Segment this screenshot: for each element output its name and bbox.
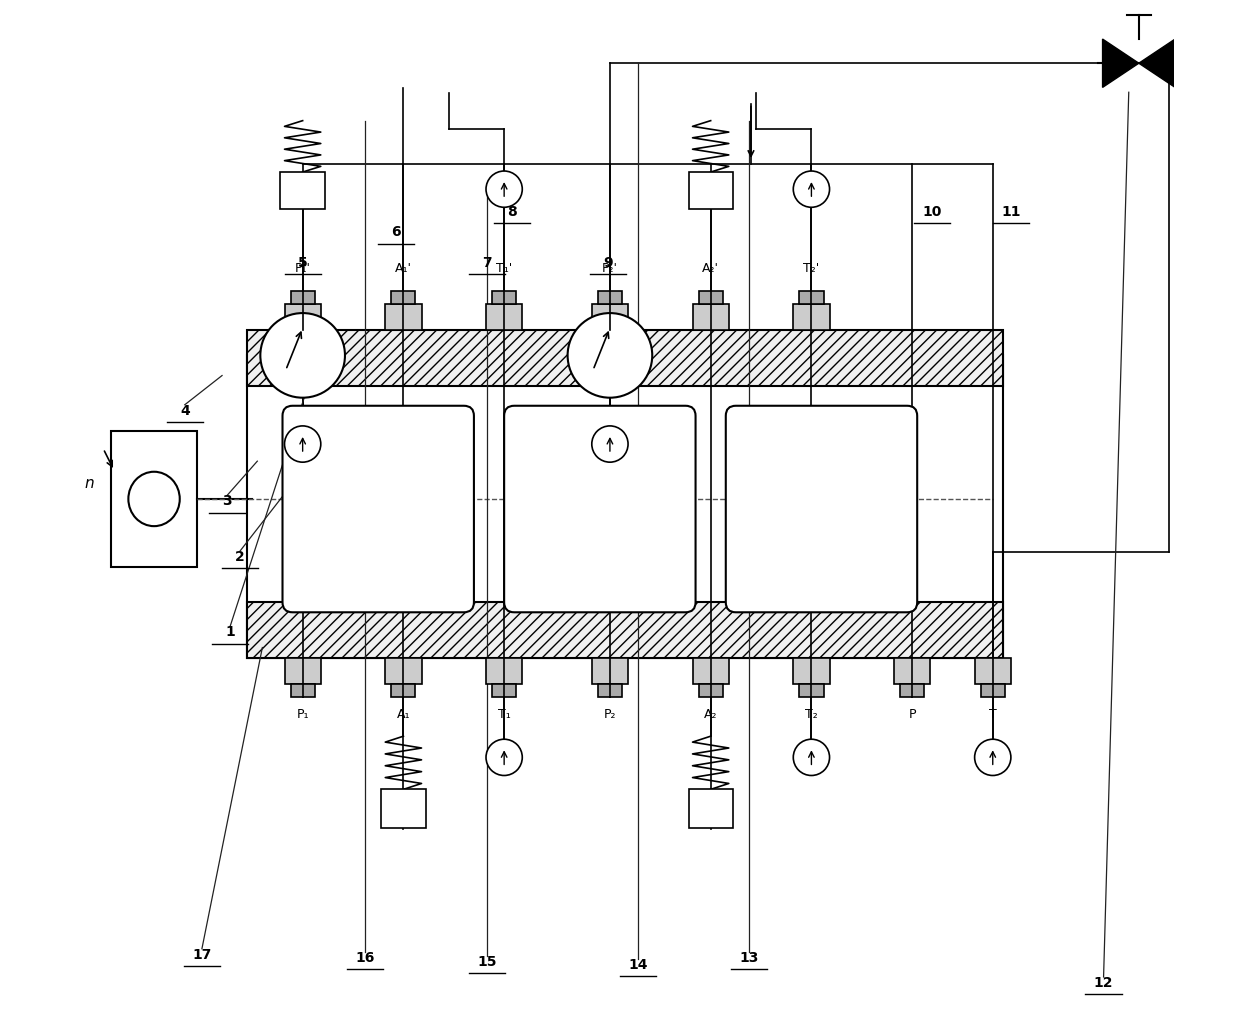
Circle shape xyxy=(486,739,522,776)
Text: A₂': A₂' xyxy=(702,261,719,275)
Bar xyxy=(800,684,823,697)
Bar xyxy=(486,657,522,684)
FancyBboxPatch shape xyxy=(505,406,696,612)
Ellipse shape xyxy=(129,472,180,526)
Bar xyxy=(280,172,325,210)
Text: 15: 15 xyxy=(477,955,497,968)
Text: 7: 7 xyxy=(482,255,492,269)
FancyBboxPatch shape xyxy=(725,406,918,612)
Bar xyxy=(900,684,924,697)
Text: 1: 1 xyxy=(226,625,236,639)
Bar xyxy=(290,291,315,304)
Circle shape xyxy=(975,739,1011,776)
Bar xyxy=(794,304,830,330)
Bar xyxy=(692,304,729,330)
Bar xyxy=(392,684,415,697)
Circle shape xyxy=(794,739,830,776)
Text: P₂': P₂' xyxy=(601,261,618,275)
Text: P₁: P₁ xyxy=(296,708,309,721)
FancyBboxPatch shape xyxy=(283,406,474,612)
Bar xyxy=(290,684,315,697)
Bar xyxy=(284,657,321,684)
Bar xyxy=(598,684,622,697)
Bar xyxy=(486,304,522,330)
Bar xyxy=(794,657,830,684)
Polygon shape xyxy=(1102,40,1138,87)
Text: 10: 10 xyxy=(923,206,942,220)
Circle shape xyxy=(284,425,321,462)
Bar xyxy=(688,789,733,828)
Bar xyxy=(381,789,425,828)
Bar xyxy=(698,684,723,697)
Text: A₁: A₁ xyxy=(397,708,410,721)
Bar xyxy=(698,291,723,304)
Text: P₁': P₁' xyxy=(295,261,311,275)
Text: P: P xyxy=(909,708,916,721)
Text: 16: 16 xyxy=(356,951,374,964)
Circle shape xyxy=(486,171,522,208)
Bar xyxy=(894,657,930,684)
Text: n: n xyxy=(84,476,94,491)
Text: 5: 5 xyxy=(298,255,308,269)
Text: 6: 6 xyxy=(392,226,402,239)
Bar xyxy=(247,356,1003,657)
Text: 17: 17 xyxy=(192,948,212,961)
Text: T: T xyxy=(988,708,997,721)
Circle shape xyxy=(591,425,627,462)
Text: A₁': A₁' xyxy=(394,261,412,275)
Polygon shape xyxy=(1138,40,1176,87)
Bar xyxy=(386,657,422,684)
Bar xyxy=(492,684,516,697)
Bar xyxy=(492,291,516,304)
Text: 14: 14 xyxy=(629,958,647,971)
Text: 12: 12 xyxy=(1094,976,1114,990)
Bar xyxy=(591,304,627,330)
Text: T₁': T₁' xyxy=(496,261,512,275)
Text: T₁: T₁ xyxy=(497,708,511,721)
Bar xyxy=(598,291,622,304)
Text: 2: 2 xyxy=(236,550,246,564)
Bar xyxy=(247,330,1003,386)
Bar xyxy=(981,684,1004,697)
Bar xyxy=(800,291,823,304)
Bar xyxy=(688,172,733,210)
Text: T₂': T₂' xyxy=(804,261,820,275)
Bar xyxy=(247,602,1003,657)
Circle shape xyxy=(260,313,345,398)
Bar xyxy=(392,291,415,304)
Bar xyxy=(284,304,321,330)
Bar xyxy=(386,304,422,330)
Text: 13: 13 xyxy=(739,951,759,964)
Circle shape xyxy=(568,313,652,398)
Bar xyxy=(591,657,627,684)
Bar xyxy=(692,657,729,684)
Bar xyxy=(112,431,197,567)
Circle shape xyxy=(794,171,830,208)
Bar xyxy=(975,657,1011,684)
Text: 8: 8 xyxy=(507,206,517,220)
Text: 9: 9 xyxy=(603,255,613,269)
Text: T₂: T₂ xyxy=(805,708,818,721)
Text: 4: 4 xyxy=(180,404,190,417)
Text: P₂: P₂ xyxy=(604,708,616,721)
Text: A₂: A₂ xyxy=(704,708,718,721)
Text: 11: 11 xyxy=(1001,206,1021,220)
Text: 3: 3 xyxy=(222,494,232,509)
